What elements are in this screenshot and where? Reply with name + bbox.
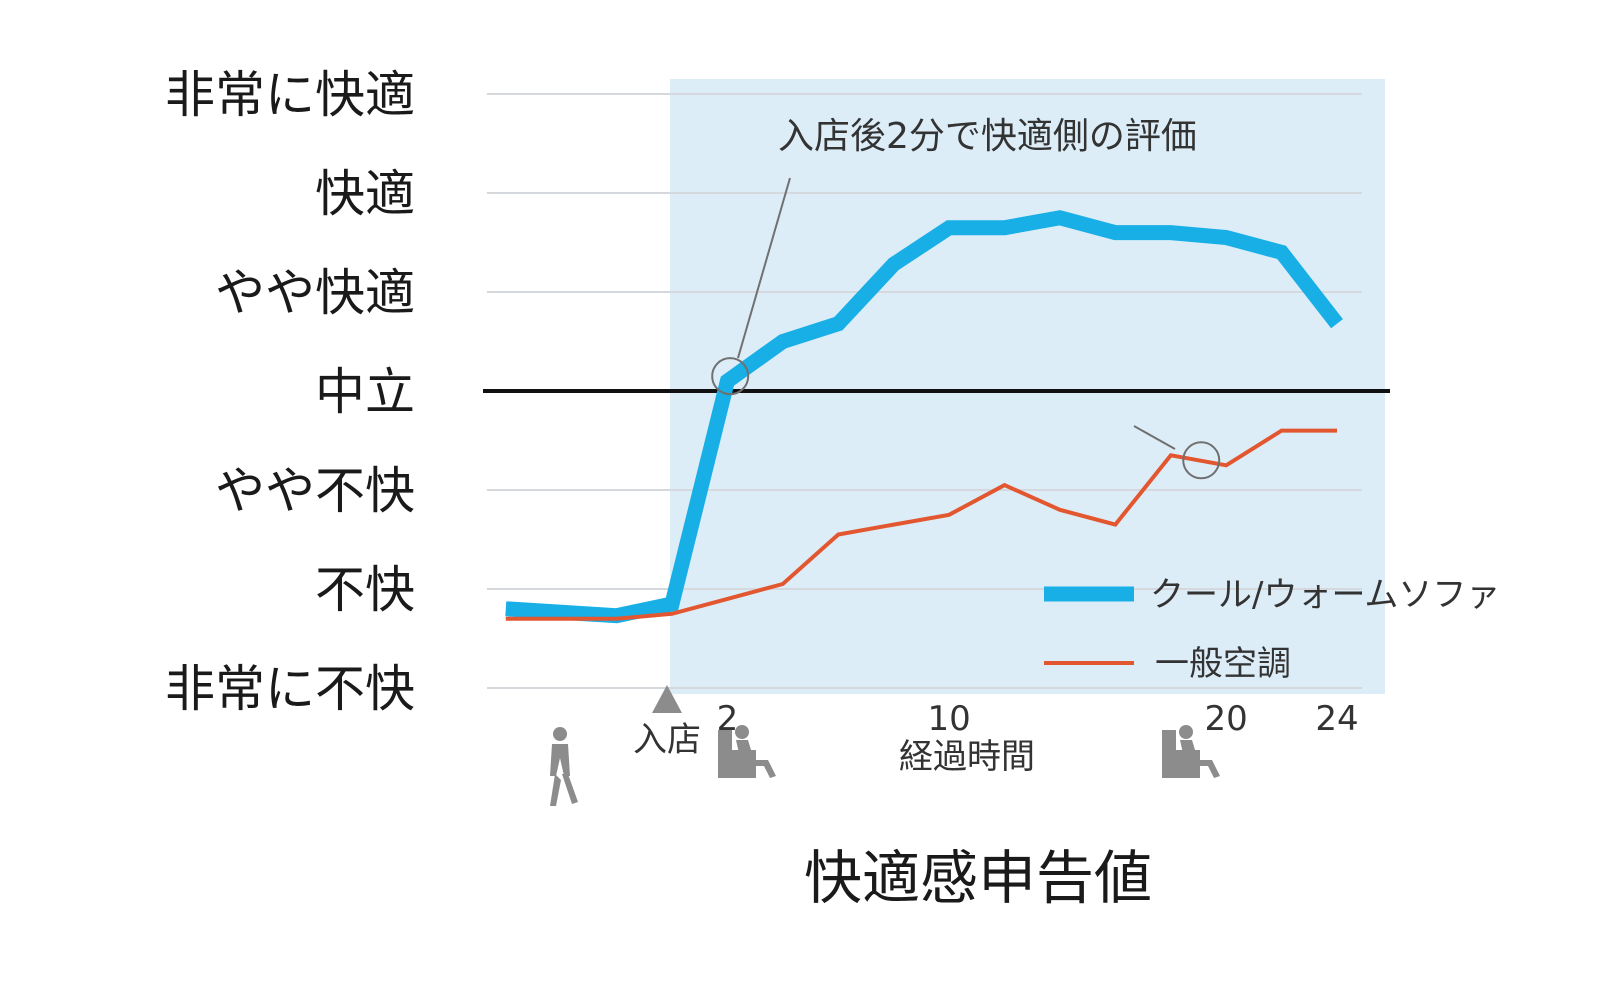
entry-label: 入店 [633, 720, 701, 760]
y-tick-label: やや不快 [215, 462, 415, 520]
annotation-text: 入店後2分で快適側の評価 [778, 116, 1197, 157]
callout-circle-sofa [711, 357, 750, 396]
entry-triangle-icon [652, 685, 682, 713]
y-tick-label: 不快 [315, 561, 415, 619]
icons-layer [550, 685, 1220, 806]
x-axis-label: 経過時間 [899, 737, 1035, 777]
y-tick-label: 非常に不快 [165, 660, 415, 718]
chart-title: 快適感申告値 [804, 844, 1152, 912]
annotation-leader-line [737, 177, 791, 359]
y-tick-label: 中立 [315, 363, 415, 421]
walking-person-icon [550, 727, 578, 806]
callout-leader-line-ac [1133, 425, 1176, 450]
x-tick-label: 10 [927, 699, 970, 739]
legend-label-ac: 一般空調 [1155, 644, 1291, 684]
x-tick-label: 2 [717, 699, 739, 739]
y-tick-label: 快適 [315, 165, 415, 223]
grid-lines [487, 93, 1362, 689]
x-axis-ticks: 2 10 20 24 [717, 699, 1359, 739]
x-tick-label: 20 [1205, 699, 1248, 739]
series-line-sofa [505, 210, 1343, 624]
series-layer [505, 210, 1343, 624]
series-line-ac [505, 428, 1337, 621]
y-axis-labels: 非常に不快 不快 やや不快 中立 やや快適 快適 非常に快適 [165, 66, 415, 718]
seated-person-icon [718, 725, 776, 778]
x-tick-label: 24 [1315, 699, 1358, 739]
y-tick-label: やや快適 [215, 264, 415, 322]
callout-circle-ac [1182, 441, 1221, 480]
legend-label-sofa: クール/ウォームソファ [1150, 575, 1500, 615]
seated-person-icon [1162, 725, 1220, 778]
y-tick-label: 非常に快適 [165, 66, 415, 124]
legend: クール/ウォームソファ 一般空調 [1044, 575, 1500, 684]
